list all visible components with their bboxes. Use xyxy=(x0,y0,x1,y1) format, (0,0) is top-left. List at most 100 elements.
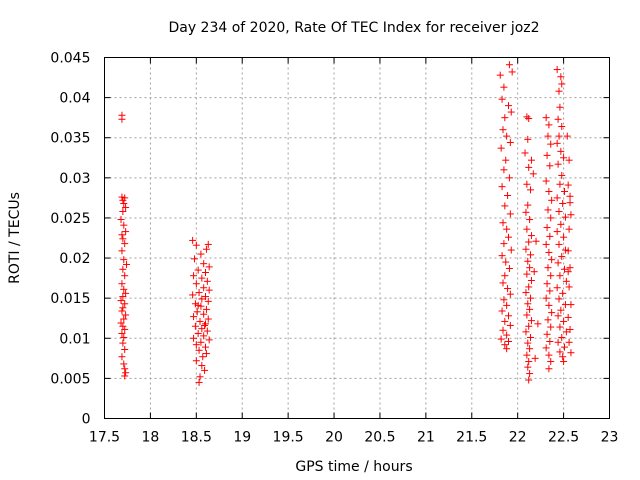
data-point xyxy=(524,201,532,209)
data-point xyxy=(562,328,570,336)
data-point xyxy=(560,317,568,325)
data-point xyxy=(503,331,511,339)
data-point xyxy=(564,181,572,189)
data-point xyxy=(542,240,550,248)
data-point xyxy=(564,247,572,255)
data-point xyxy=(499,219,507,227)
y-tick-label: 0.045 xyxy=(50,51,90,67)
data-point xyxy=(501,114,509,122)
data-point xyxy=(190,255,198,263)
data-point xyxy=(120,256,128,264)
data-point xyxy=(553,139,561,147)
data-point xyxy=(545,187,553,195)
data-point xyxy=(522,208,530,216)
data-point xyxy=(558,252,566,260)
data-point xyxy=(204,297,212,305)
data-point xyxy=(504,191,512,199)
data-point xyxy=(543,330,551,338)
data-point xyxy=(542,344,550,352)
data-point xyxy=(119,322,127,330)
data-point xyxy=(524,363,532,371)
data-point xyxy=(190,272,198,280)
data-point xyxy=(544,264,552,272)
data-point xyxy=(501,317,509,325)
data-point xyxy=(545,301,553,309)
data-point xyxy=(500,166,508,174)
data-point xyxy=(205,336,213,344)
data-point xyxy=(548,309,556,317)
data-point xyxy=(523,180,531,188)
data-point xyxy=(189,291,197,299)
data-point xyxy=(202,320,209,328)
data-point xyxy=(565,225,573,233)
data-point xyxy=(524,257,532,265)
data-point xyxy=(118,353,126,361)
data-point xyxy=(119,235,127,243)
y-tick-label: 0.02 xyxy=(59,251,90,267)
data-point xyxy=(500,296,508,304)
data-point xyxy=(560,358,568,366)
data-point xyxy=(554,115,562,123)
data-point xyxy=(194,266,202,274)
data-point xyxy=(120,285,128,293)
data-point xyxy=(525,238,533,246)
data-point xyxy=(554,160,562,168)
data-point xyxy=(119,208,127,216)
data-point xyxy=(532,237,540,245)
data-point xyxy=(191,322,199,330)
data-point xyxy=(117,216,125,224)
data-point xyxy=(201,321,209,329)
data-point xyxy=(524,135,532,143)
data-point xyxy=(544,206,552,214)
data-point xyxy=(201,366,209,374)
data-point xyxy=(566,264,574,272)
data-point xyxy=(197,250,205,258)
data-point xyxy=(121,300,129,308)
data-point xyxy=(505,337,512,345)
data-point xyxy=(546,162,554,170)
data-point xyxy=(121,365,129,373)
data-point xyxy=(561,187,569,195)
data-point xyxy=(547,323,555,331)
data-point xyxy=(529,170,537,178)
y-tick-label: 0.01 xyxy=(59,331,90,347)
data-point xyxy=(561,213,569,221)
data-point xyxy=(498,95,506,103)
data-point xyxy=(189,236,197,244)
x-axis: 17.5 18 18.5 19 19.5 20 20.5 21 21.5 22 22.5 23 xyxy=(89,57,618,446)
x-tick-label: 18 xyxy=(141,430,159,446)
data-point xyxy=(547,214,555,222)
data-point xyxy=(202,343,209,351)
data-point xyxy=(527,277,535,285)
data-point xyxy=(546,337,554,345)
data-point xyxy=(525,376,533,384)
data-point xyxy=(545,365,553,373)
data-point xyxy=(190,334,198,342)
data-point xyxy=(561,265,569,273)
data-point xyxy=(202,268,209,276)
data-point xyxy=(542,177,550,185)
data-point xyxy=(194,301,202,309)
data-point xyxy=(523,311,531,319)
data-point xyxy=(120,333,128,341)
data-point xyxy=(558,333,566,341)
data-point xyxy=(503,345,511,353)
data-point xyxy=(525,358,533,366)
data-point xyxy=(553,284,561,292)
data-point xyxy=(547,358,555,366)
y-tick-label: 0.04 xyxy=(59,91,90,107)
data-point xyxy=(499,279,507,287)
data-point xyxy=(525,283,533,291)
data-point xyxy=(557,306,565,314)
data-point xyxy=(554,338,562,346)
data-point xyxy=(557,147,565,155)
data-point xyxy=(122,204,130,212)
data-point xyxy=(545,248,553,256)
data-point xyxy=(119,339,127,347)
data-point xyxy=(526,370,534,378)
data-point xyxy=(548,256,556,264)
data-point xyxy=(118,231,126,239)
data-point xyxy=(119,265,127,273)
data-point xyxy=(506,290,514,298)
